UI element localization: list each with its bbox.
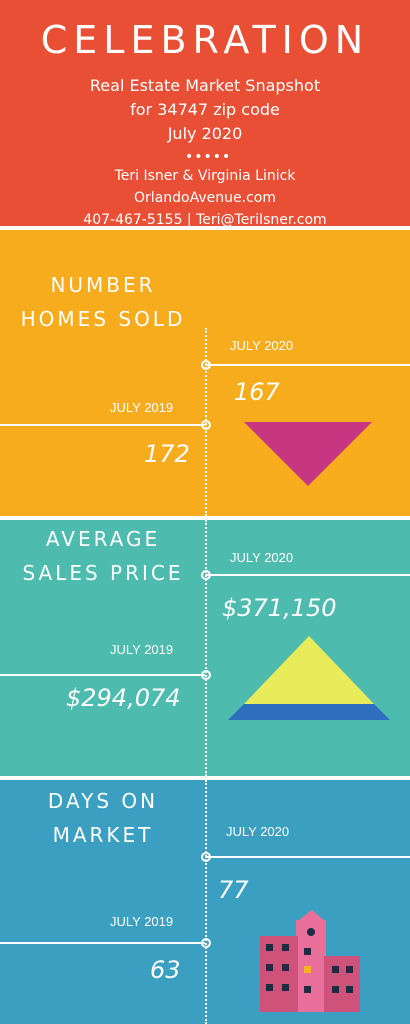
sales-price-label-line-2: SALES PRICE [22,561,184,585]
homes-sold-previous-value: 172 [144,440,190,468]
building-icon [260,910,360,1012]
days-on-market-label-line-1: DAYS ON [47,789,159,813]
homes-sold-current-period: JULY 2020 [230,338,294,353]
down-triangle-icon [244,422,372,486]
days-on-market-section: DAYS ON MARKET JULY 2020 77 JULY 2019 63 [0,780,410,1024]
sales-price-previous-line [0,674,205,676]
days-on-market-current-period: JULY 2020 [226,824,290,839]
sales-price-previous-node [201,670,211,680]
days-on-market-previous-line [0,942,205,944]
homes-sold-previous-node [201,420,211,430]
header-banner: CELEBRATION Real Estate Market Snapshot … [0,0,410,226]
up-triangle-icon [228,636,390,720]
sales-price-current-line [205,574,410,576]
sales-price-label-line-1: AVERAGE [45,527,161,551]
sales-price-previous-period: JULY 2019 [110,642,174,657]
days-on-market-previous-value: 63 [150,956,181,984]
contact-info[interactable]: 407-467-5155 | Teri@TeriIsner.com [83,212,327,226]
sales-price-current-value: $371,150 [222,594,337,622]
homes-sold-section: NUMBER HOMES SOLD JULY 2020 167 JULY 201… [0,230,410,516]
days-on-market-current-node [201,852,211,862]
subtitle-line-1: Real Estate Market Snapshot [89,76,321,95]
subtitle-line-2: for 34747 zip code [130,100,280,119]
homes-sold-current-node [201,360,211,370]
dots-divider: ••••• [185,149,232,165]
section-divider [0,516,410,520]
days-on-market-current-line [205,856,410,858]
homes-sold-label-line-2: HOMES SOLD [20,307,186,331]
homes-sold-current-value: 167 [234,378,280,406]
subtitle-line-3: July 2020 [167,124,243,143]
days-on-market-label-line-2: MARKET [52,823,154,847]
sales-price-section: AVERAGE SALES PRICE JULY 2020 $371,150 J… [0,520,410,776]
agent-names: Teri Isner & Virginia Linick [114,168,296,184]
sales-price-current-node [201,570,211,580]
website-link[interactable]: OrlandoAvenue.com [134,190,276,206]
homes-sold-label-line-1: NUMBER [50,273,156,297]
homes-sold-previous-period: JULY 2019 [110,400,174,415]
timeline-line [205,780,207,1024]
sales-price-previous-value: $294,074 [66,684,181,712]
sales-price-current-period: JULY 2020 [230,550,294,565]
section-divider [0,226,410,230]
days-on-market-previous-period: JULY 2019 [110,914,174,929]
homes-sold-current-line [205,364,410,366]
section-divider [0,776,410,780]
days-on-market-previous-node [201,938,211,948]
timeline-line [205,520,207,776]
page-title: CELEBRATION [40,18,370,62]
days-on-market-current-value: 77 [218,876,249,904]
homes-sold-previous-line [0,424,205,426]
